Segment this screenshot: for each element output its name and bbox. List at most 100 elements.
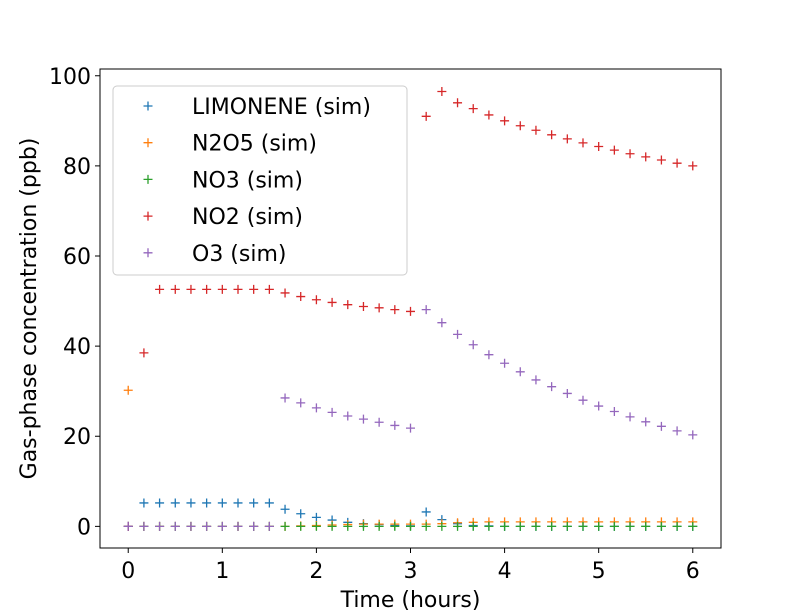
data-point (296, 398, 306, 408)
data-point (688, 521, 698, 531)
data-point (672, 426, 682, 436)
data-point (155, 284, 165, 294)
legend-label: NO3 (sim) (192, 168, 303, 193)
data-point (656, 155, 666, 165)
data-point (343, 411, 353, 421)
data-point (547, 382, 557, 392)
data-point (170, 284, 180, 294)
data-point (311, 521, 321, 531)
data-point (264, 521, 274, 531)
data-point (468, 340, 478, 350)
data-point (358, 414, 368, 424)
data-point (437, 521, 447, 531)
data-point (202, 284, 212, 294)
data-point (249, 498, 259, 508)
data-point (186, 284, 196, 294)
data-point (578, 521, 588, 531)
data-point (406, 306, 415, 316)
data-point (641, 417, 651, 427)
x-tick-label: 4 (498, 559, 512, 584)
data-point (578, 138, 588, 148)
data-point (421, 305, 431, 315)
legend-label: O3 (sim) (192, 242, 286, 267)
data-point (139, 498, 149, 508)
data-point (139, 348, 149, 358)
data-point (374, 303, 384, 313)
data-point (547, 521, 557, 531)
data-point (468, 104, 478, 114)
data-point (421, 521, 431, 531)
data-point (123, 385, 133, 395)
legend-box (112, 85, 408, 276)
data-point (641, 152, 651, 162)
data-point (170, 521, 180, 531)
data-point (609, 145, 619, 155)
legend-marker (143, 101, 153, 111)
data-point (280, 288, 290, 298)
x-tick-label: 6 (686, 559, 700, 584)
data-point (155, 498, 165, 508)
data-point (264, 284, 274, 294)
x-axis-label: Time (hours) (340, 588, 481, 613)
data-point (358, 301, 368, 311)
data-point (390, 305, 400, 315)
data-point (625, 149, 635, 159)
data-point (217, 498, 227, 508)
data-point (484, 350, 494, 360)
data-point (609, 406, 619, 416)
legend-marker (143, 174, 153, 184)
data-point (374, 521, 384, 531)
data-point (453, 329, 463, 339)
legend-marker (143, 248, 153, 258)
data-point (327, 521, 337, 531)
legend-label: N2O5 (sim) (192, 132, 317, 157)
legend-label: NO2 (sim) (192, 205, 303, 230)
data-point (296, 292, 306, 302)
data-point (311, 403, 321, 413)
data-point (374, 417, 384, 427)
x-tick-label: 0 (121, 559, 135, 584)
data-point (625, 412, 635, 422)
data-point (311, 295, 321, 305)
data-point (688, 430, 698, 440)
data-point (264, 498, 274, 508)
data-point (233, 521, 243, 531)
data-point (139, 521, 149, 531)
data-point (562, 388, 572, 398)
data-point (562, 134, 572, 144)
data-point (327, 297, 337, 307)
data-point (421, 507, 431, 517)
y-tick-label: 40 (63, 335, 91, 360)
data-point (421, 111, 431, 121)
data-point (531, 521, 541, 531)
data-point (437, 318, 447, 328)
data-point (233, 284, 243, 294)
data-point (249, 521, 259, 531)
data-point (453, 521, 463, 531)
data-point (233, 498, 243, 508)
data-point (249, 284, 259, 294)
data-point (155, 521, 165, 531)
data-point (202, 521, 212, 531)
data-point (343, 300, 353, 310)
data-point (186, 498, 196, 508)
x-tick-label: 1 (215, 559, 229, 584)
legend: LIMONENE (sim) N2O5 (sim) NO3 (sim) NO2 (si… (112, 85, 408, 276)
series-4 (123, 305, 698, 531)
data-point (625, 521, 635, 531)
x-tick-label: 2 (309, 559, 323, 584)
data-point (515, 521, 525, 531)
data-point (515, 367, 525, 377)
data-point (280, 521, 290, 531)
data-point (547, 130, 557, 140)
data-point (358, 521, 368, 531)
legend-marker (143, 211, 153, 221)
data-point (484, 110, 494, 120)
data-point (311, 512, 321, 522)
x-tick-label: 3 (404, 559, 418, 584)
data-point (406, 521, 415, 531)
data-point (296, 509, 306, 519)
data-point (531, 125, 541, 135)
